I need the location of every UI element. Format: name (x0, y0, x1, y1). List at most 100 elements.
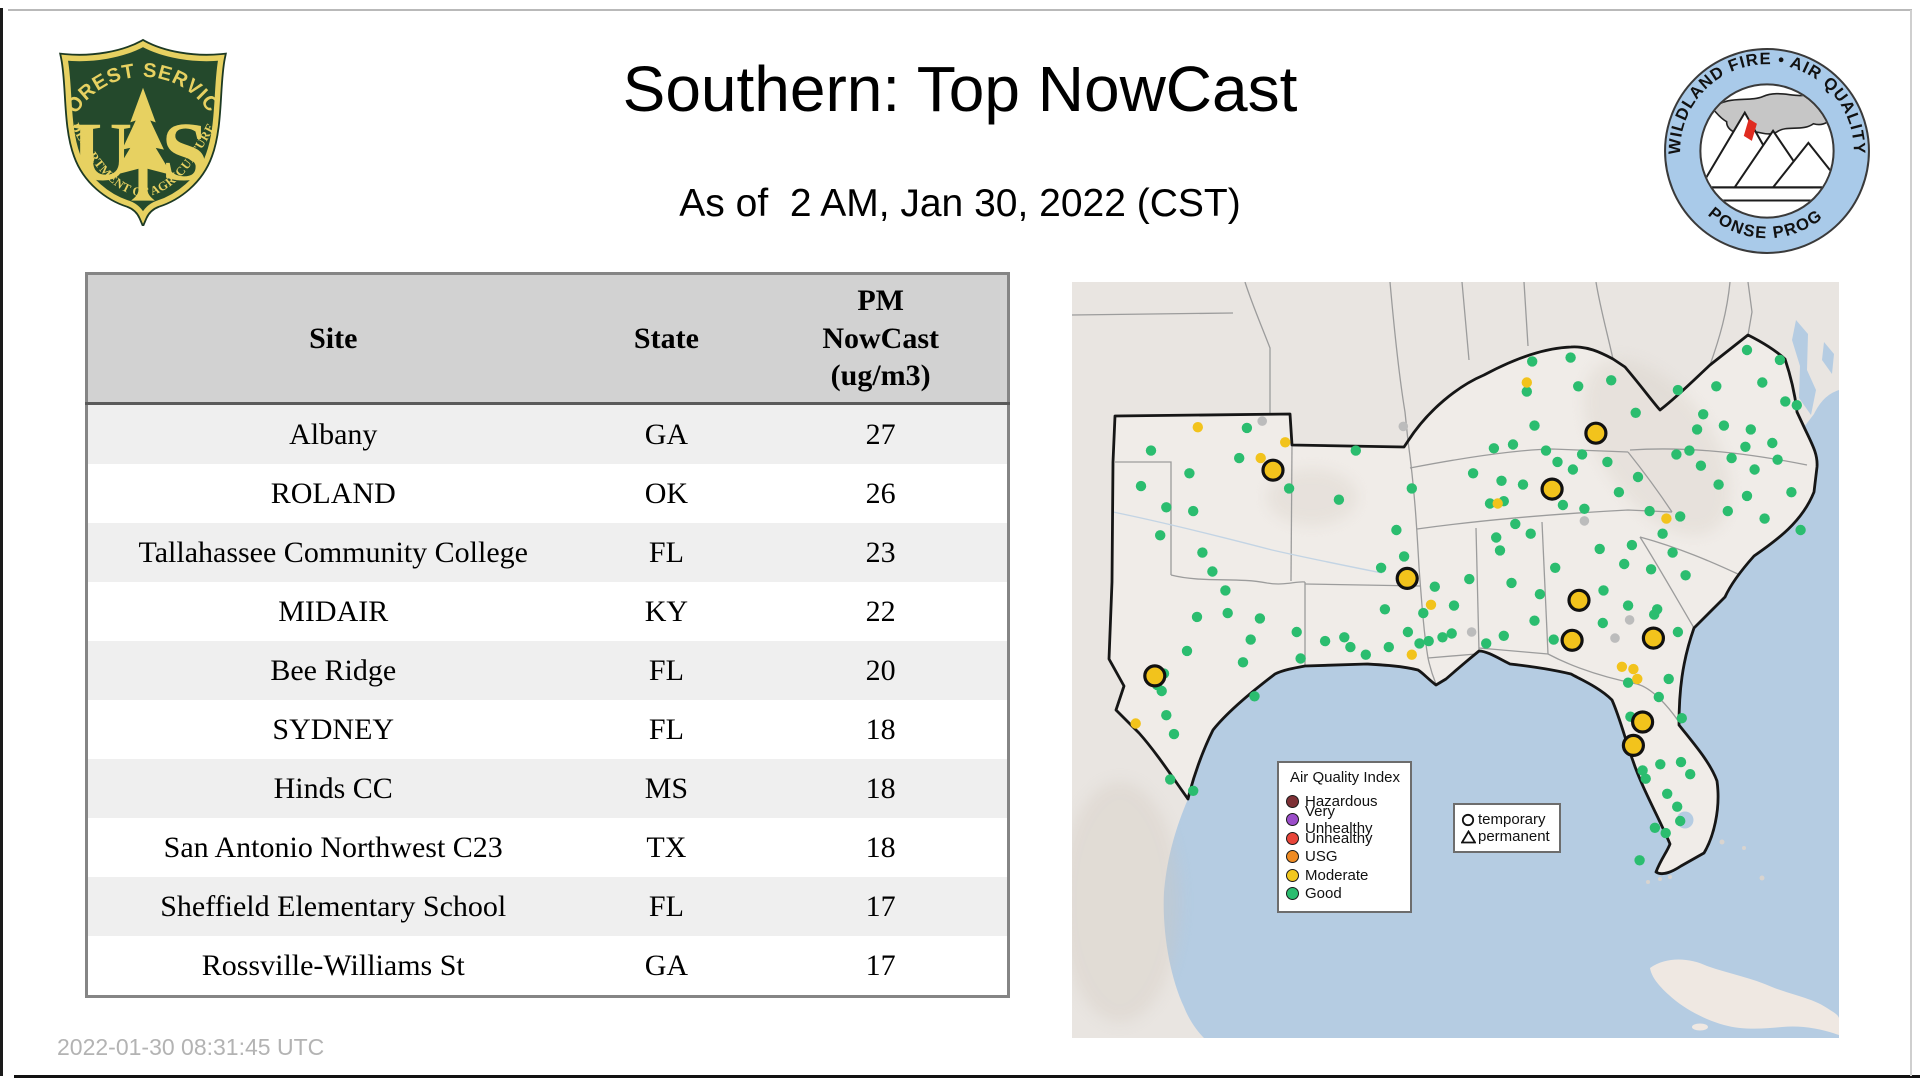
state-cell: FL (648, 889, 684, 923)
monitor-dot-good (1529, 615, 1540, 626)
monitor-dot-good (1161, 502, 1172, 513)
monitor-dot-moderate (1255, 452, 1266, 464)
permanent-triangle-icon (1461, 829, 1478, 844)
site-cell: Sheffield Elementary School (160, 889, 507, 923)
site-cell: Tallahassee Community College (138, 535, 528, 569)
monitor-dot-inactive (1398, 421, 1409, 432)
aqi-color-dot-icon (1286, 813, 1299, 827)
monitor-dot-good (1402, 626, 1414, 638)
monitor-dot-good (1772, 454, 1783, 465)
monitor-dot-good (1521, 386, 1532, 397)
monitor-dot-good (1375, 562, 1387, 573)
monitor-dot-good (1494, 545, 1506, 556)
monitor-dot-good (1241, 422, 1253, 434)
monitor-dot-good (1606, 375, 1617, 386)
aqi-legend-title: Air Quality Index (1289, 769, 1401, 786)
monitor-dot-good (1622, 600, 1634, 611)
state-cell: TX (646, 830, 687, 864)
top-site-marker-moderate (1584, 421, 1608, 445)
state-borders (1072, 282, 1808, 723)
delaware-bay (1822, 342, 1834, 374)
monitor-dot-good (1552, 456, 1563, 468)
monitor-dot-good (1695, 460, 1707, 471)
monitor-dot-good (1685, 769, 1696, 780)
monitor-dot-good (1653, 691, 1664, 703)
aqi-color-dot-icon (1286, 868, 1299, 882)
monitor-dot-good (1767, 437, 1778, 449)
monitor-dot-good (1759, 513, 1770, 524)
monitor-dot-good (1684, 445, 1695, 456)
monitor-dot-good (1135, 480, 1147, 492)
monitor-dot-good (1698, 409, 1709, 420)
river (1112, 511, 1383, 574)
southern-region-map-image (1072, 282, 1839, 1038)
site-cell: SYDNEY (272, 712, 395, 746)
monitor-dot-good (1662, 788, 1673, 799)
monitor-dot-good (1188, 785, 1199, 796)
monitor-dot-moderate (1661, 513, 1672, 524)
top-site-marker-moderate (1621, 733, 1646, 757)
monitor-dot-good (1757, 377, 1768, 388)
monitor-dot-inactive (1624, 615, 1635, 625)
table-header-row: Site State PM NowCast (ug/m3) (86, 273, 1009, 405)
aqi-color-dot-icon (1286, 794, 1299, 808)
value-cell: 17 (865, 948, 896, 982)
monitor-dot-good (1517, 479, 1529, 490)
slide-frame-right (1910, 10, 1912, 1076)
monitor-dot-good (1774, 354, 1786, 366)
table-row: Sheffield Elementary School FL 17 (86, 877, 1009, 936)
state-cell: GA (644, 417, 689, 451)
value-cell: 27 (865, 417, 896, 451)
value-cell: 22 (865, 594, 896, 628)
monitor-dot-good (1663, 673, 1674, 685)
monitor-dot-good (1437, 632, 1448, 643)
monitor-dot-good (1423, 635, 1434, 647)
legend-item-permanent: permanent (1461, 828, 1553, 845)
monitor-dot-good (1597, 617, 1608, 629)
monitor-dot-moderate (1616, 661, 1628, 672)
monitor-dot-good (1295, 653, 1306, 664)
site-cell: ROLAND (270, 476, 396, 510)
monitor-dot-good (1567, 464, 1579, 475)
monitor-dot-good (1197, 547, 1208, 558)
top-nowcast-table: Site State PM NowCast (ug/m3) Albany GA 27… (85, 272, 1010, 998)
monitor-dot-good (1383, 641, 1394, 653)
legend-item-temporary: temporary (1461, 811, 1553, 828)
aqi-legend-item: USG (1286, 848, 1404, 867)
monitor-dot-good (1534, 589, 1546, 600)
aqi-color-dot-icon (1286, 831, 1299, 845)
monitor-dot-good (1791, 400, 1802, 411)
monitor-dot-good (1398, 551, 1410, 562)
monitor-dot-good (1594, 543, 1605, 555)
monitor-dot-good (1484, 498, 1496, 509)
monitor-dot-good (1339, 632, 1350, 643)
slide-frame-left (0, 8, 3, 1076)
value-cell: 20 (865, 653, 896, 687)
monitor-dot-good (1156, 685, 1167, 697)
aqi-legend: Air Quality Index Hazardous Very Unhealth… (1277, 761, 1412, 913)
site-cell: Rossville-Williams St (201, 948, 465, 982)
state-cell: GA (644, 948, 689, 982)
monitor-dot-good (1220, 585, 1231, 596)
monitor-dot-good (1245, 634, 1256, 645)
monitor-dot-good (1550, 562, 1561, 573)
monitor-dot-good (1291, 626, 1302, 638)
value-cell: 17 (865, 889, 896, 923)
aqi-legend-item: Moderate (1286, 866, 1404, 885)
table-row: Tallahassee Community College FL 23 (86, 523, 1009, 582)
monitor-dot-good (1527, 356, 1538, 367)
monitor-dot-good (1676, 713, 1687, 724)
monitor-dot-moderate (1492, 498, 1503, 509)
monitor-dot-good (1165, 774, 1176, 785)
site-cell: Hinds CC (273, 771, 393, 805)
monitor-dot-good (1488, 443, 1500, 454)
monitor-dot-moderate (1632, 673, 1643, 685)
top-site-marker-moderate (1560, 628, 1584, 652)
value-cell: 18 (865, 830, 896, 864)
monitor-dot-good (1630, 407, 1641, 418)
monitor-dot-good (1780, 396, 1791, 407)
monitor-dot-good (1391, 524, 1402, 536)
marker-type-legend: temporary permanent (1453, 803, 1561, 853)
state-cell: MS (644, 771, 689, 805)
monitor-dot-good (1155, 530, 1166, 541)
